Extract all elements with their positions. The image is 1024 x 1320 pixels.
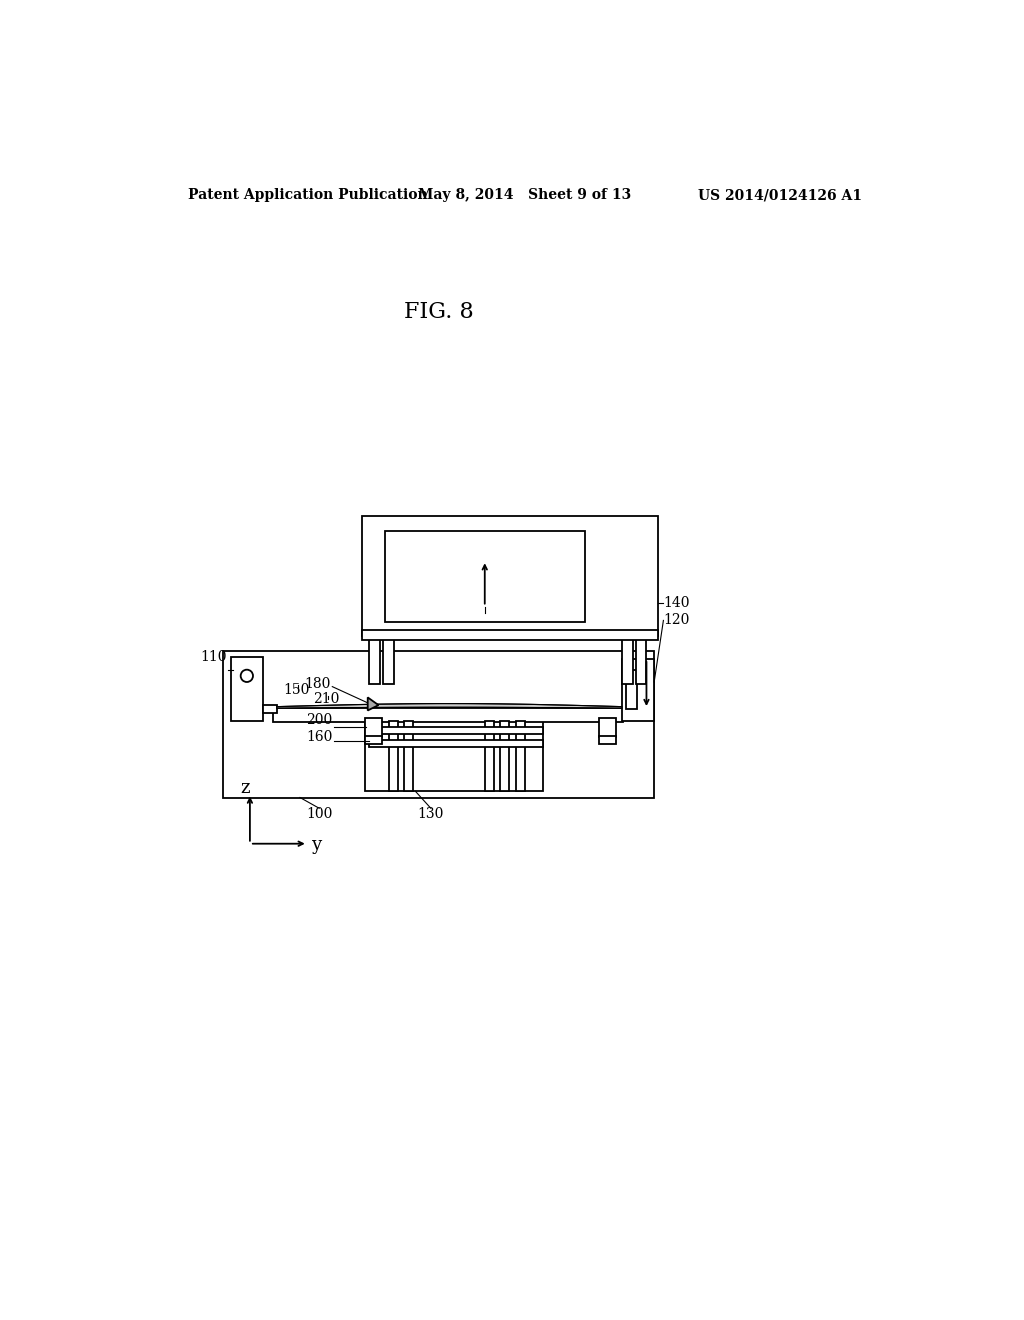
Bar [366, 718, 543, 792]
Text: 130: 130 [418, 808, 444, 821]
Bar [366, 737, 382, 743]
Bar [500, 721, 509, 792]
Bar [383, 632, 394, 684]
Bar [636, 632, 646, 684]
Text: 200: 200 [306, 714, 333, 727]
Bar [370, 726, 543, 734]
Text: 110: 110 [200, 651, 226, 664]
Bar [361, 516, 658, 636]
Bar [385, 531, 585, 622]
Text: US 2014/0124126 A1: US 2014/0124126 A1 [698, 189, 862, 202]
Text: 150: 150 [283, 682, 309, 697]
Text: 160: 160 [306, 730, 333, 744]
Bar [230, 657, 263, 721]
Bar [370, 739, 543, 747]
Bar [622, 632, 633, 684]
Bar [388, 721, 397, 792]
Polygon shape [368, 697, 379, 710]
Text: y: y [311, 837, 322, 854]
Text: 210: 210 [313, 692, 339, 706]
Bar [622, 659, 654, 721]
Bar [361, 631, 658, 640]
Text: 120: 120 [664, 614, 690, 627]
Bar [515, 721, 524, 792]
Bar [370, 632, 380, 684]
Bar [484, 721, 494, 792]
Bar [263, 705, 276, 713]
Text: Patent Application Publication: Patent Application Publication [188, 189, 428, 202]
Bar [403, 721, 413, 792]
Bar [366, 718, 382, 738]
Text: 140: 140 [664, 595, 690, 610]
Bar [599, 718, 615, 738]
Bar [599, 737, 615, 743]
Text: z: z [241, 779, 250, 797]
Circle shape [241, 669, 253, 682]
Bar [223, 651, 654, 797]
Polygon shape [276, 704, 622, 708]
Text: May 8, 2014   Sheet 9 of 13: May 8, 2014 Sheet 9 of 13 [418, 189, 632, 202]
Text: 100: 100 [306, 808, 333, 821]
Text: 180: 180 [304, 677, 331, 690]
Bar [273, 708, 624, 722]
Text: FIG. 8: FIG. 8 [403, 301, 473, 323]
Bar [627, 671, 637, 709]
